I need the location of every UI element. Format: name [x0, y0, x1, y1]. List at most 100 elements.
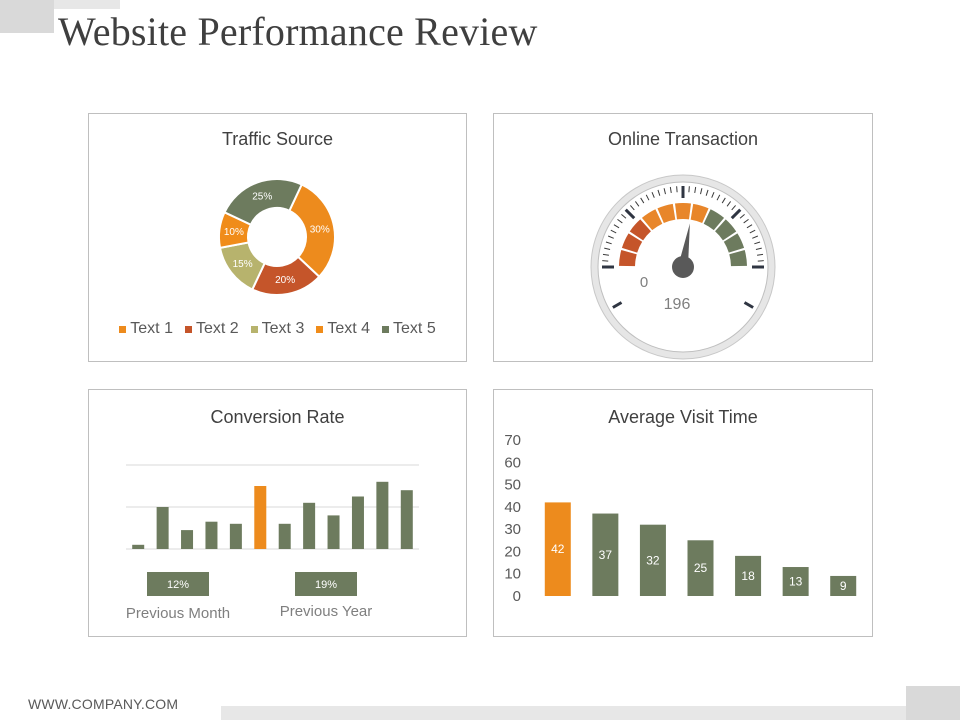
donut-label-3: 15%	[233, 259, 253, 270]
conversion-rate-panel: Conversion Rate 12% Previous Month 19% Prev…	[88, 389, 467, 637]
page-title: Website Performance Review	[58, 9, 538, 54]
gauge-tick	[617, 218, 623, 224]
gauge-segment-5	[657, 203, 676, 223]
gauge-segment-9	[715, 219, 737, 241]
legend-label: Text 5	[393, 320, 436, 337]
conv-badge-text: 12%	[167, 579, 189, 591]
gauge-segment-6	[674, 203, 692, 220]
gauge-value-label: 196	[664, 296, 691, 313]
visit-ytick-label: 30	[504, 521, 521, 538]
donut-label-4: 10%	[224, 227, 244, 238]
gauge-tick	[700, 188, 703, 195]
visit-ytick-label: 60	[504, 454, 521, 471]
gauge-tick	[651, 191, 655, 198]
conv-bar-5	[229, 523, 242, 549]
gauge-min-label: 0	[640, 274, 648, 291]
gauge-tick	[743, 218, 749, 224]
gauge-tick	[605, 241, 612, 245]
conv-badge-1	[147, 572, 209, 596]
legend-label: Text 3	[261, 320, 305, 337]
decor-strip-top-left	[54, 0, 120, 9]
gauge-tick	[711, 191, 715, 198]
legend-swatch	[184, 325, 192, 333]
conv-bar-12	[400, 490, 413, 549]
donut-slice-5	[223, 178, 304, 226]
conv-bar-11	[376, 481, 389, 549]
gauge-tick	[663, 188, 666, 195]
traffic-source-donut: 30% 20% 15% 10% 25%	[218, 178, 336, 296]
conv-annotation-label: Previous Year	[280, 603, 373, 620]
visit-bar-4	[687, 540, 714, 596]
legend-item-4: Text 4	[316, 320, 370, 338]
visit-bar-label-4: 25	[694, 561, 708, 575]
gauge-tick	[726, 201, 732, 207]
visit-bar-7	[830, 575, 857, 596]
donut-slice-1	[288, 183, 336, 279]
conversion-rate-title: Conversion Rate	[210, 407, 345, 427]
visit-bar-label-1: 42	[551, 542, 565, 556]
conv-bar-10	[351, 496, 364, 549]
visit-ytick-label: 0	[513, 588, 521, 605]
legend-item-5: Text 5	[382, 320, 436, 338]
visit-bar-label-3: 32	[646, 553, 660, 567]
gauge-tick	[621, 214, 627, 219]
legend-item-2: Text 2	[184, 320, 239, 338]
conv-bar-4	[205, 521, 218, 549]
gauge-tick	[721, 197, 726, 204]
conv-bar-3	[181, 530, 194, 549]
gauge-tick	[716, 194, 721, 201]
online-transaction-title: Online Transaction	[607, 129, 759, 149]
legend-item-3: Text 3	[250, 320, 305, 338]
legend-label: Text 2	[195, 320, 239, 337]
gauge-tick	[746, 224, 753, 229]
traffic-source-title: Traffic Source	[221, 129, 334, 149]
legend-swatch	[382, 325, 390, 333]
average-visit-time-title: Average Visit Time	[608, 407, 758, 427]
gauge-tick	[754, 241, 761, 245]
gauge-tick	[645, 194, 650, 201]
decor-footer-bar	[221, 706, 960, 720]
conv-bar-2	[156, 507, 169, 549]
legend-label: Text 4	[327, 320, 371, 337]
gauge-tick	[640, 197, 645, 204]
conv-bar-1	[132, 544, 145, 549]
gauge-tick	[602, 253, 610, 256]
traffic-source-legend: Text 1 Text 2 Text 3 Text 4 Text 5	[89, 320, 466, 338]
gauge-segment-1	[619, 250, 637, 267]
visit-ytick-label: 40	[504, 499, 521, 516]
visit-bar-6	[782, 567, 809, 596]
online-transaction-gauge: 0 196	[590, 174, 776, 360]
gauge-tick	[607, 235, 614, 239]
conv-badge-2	[295, 572, 357, 596]
donut-label-1: 30%	[310, 224, 330, 235]
gauge-segment-4	[641, 209, 663, 231]
conv-bar-9	[327, 515, 340, 549]
gauge-segment-7	[690, 203, 709, 223]
online-transaction-panel: Online Transaction 0 196	[493, 113, 873, 362]
gauge-tick	[731, 205, 736, 211]
visit-bar-label-2: 37	[599, 548, 613, 562]
gauge-segment-3	[629, 219, 651, 241]
gauge-tick	[624, 208, 636, 220]
conv-bar-6	[254, 486, 267, 549]
average-visit-time-panel: Average Visit Time 0 10 20 30 40 50 60 70 42 37 32…	[493, 389, 873, 637]
legend-item-1: Text 1	[119, 320, 173, 338]
gauge-tick	[610, 229, 617, 234]
conversion-rate-chart: 12% Previous Month 19% Previous Year	[126, 464, 419, 622]
average-visit-time-chart: 0 10 20 30 40 50 60 70 42 37 32 25 18 13 9	[504, 432, 857, 605]
visit-ytick-label: 70	[504, 432, 521, 449]
gauge-tick	[752, 235, 759, 239]
gauge-tick	[634, 201, 640, 207]
visit-bar-2	[592, 513, 619, 596]
visit-bar-label-7: 9	[840, 579, 847, 593]
visit-bar-label-6: 13	[789, 575, 803, 589]
gauge-tick	[756, 253, 764, 256]
gauge-tick	[604, 247, 611, 250]
decor-block-bottom-right	[906, 686, 960, 720]
gauge-hub	[672, 256, 694, 278]
conv-bar-8	[303, 502, 316, 549]
gauge-tick	[755, 247, 762, 250]
gauge-tick	[669, 186, 672, 194]
legend-swatch	[250, 325, 258, 333]
conv-badge-text: 19%	[315, 579, 337, 591]
